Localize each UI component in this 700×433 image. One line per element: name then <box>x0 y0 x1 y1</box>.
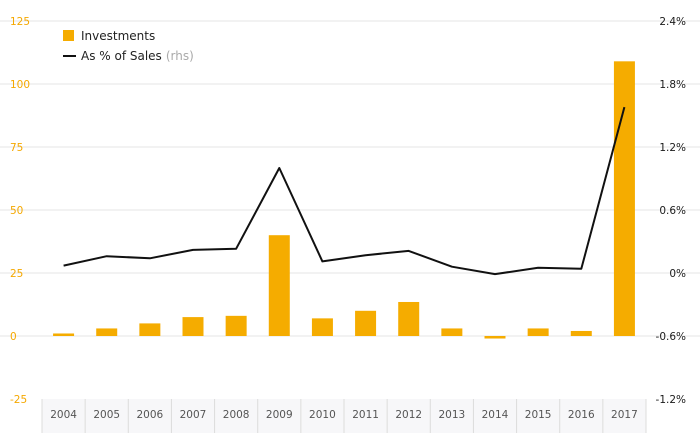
investments-bar <box>441 328 463 336</box>
investments-bar <box>484 336 506 339</box>
legend-ratio-text: As % of Sales <box>81 49 162 63</box>
investments-bar <box>268 235 290 336</box>
left-tick-label: 75 <box>10 142 23 154</box>
investments-bar <box>139 323 161 336</box>
x-tick-label: 2004 <box>50 409 77 421</box>
right-tick-label: 0% <box>669 268 686 280</box>
x-tick-label: 2015 <box>525 409 552 421</box>
left-tick-label: 125 <box>10 16 30 28</box>
x-tick-label: 2010 <box>309 409 336 421</box>
x-tick-label: 2008 <box>223 409 250 421</box>
legend-label-investments: Investments <box>81 29 155 43</box>
right-tick-label: 2.4% <box>659 16 686 28</box>
legend-swatch-investments <box>63 30 74 41</box>
investments-bar <box>182 317 204 336</box>
x-tick-label: 2006 <box>136 409 163 421</box>
x-tick-label: 2007 <box>180 409 207 421</box>
right-tick-label: 0.6% <box>659 205 686 217</box>
right-tick-label: 1.8% <box>659 79 686 91</box>
x-tick-label: 2005 <box>93 409 120 421</box>
investments-bar <box>225 315 247 336</box>
left-tick-label: 0 <box>10 331 17 343</box>
x-tick-label: 2011 <box>352 409 379 421</box>
gridlines <box>0 20 700 337</box>
investments-bar <box>570 330 592 336</box>
x-axis: 2004 2005 2006 2007 2008 2009 2010 2011 2012 2013… <box>41 399 647 433</box>
left-tick-label: 100 <box>10 79 30 91</box>
left-tick-label: 25 <box>10 268 23 280</box>
sales-ratio-polyline <box>63 106 626 276</box>
left-y-axis: -25 0 25 50 75 100 125 <box>10 16 30 406</box>
left-tick-label: 50 <box>10 205 23 217</box>
right-y-axis: -1.2% -0.6% 0% 0.6% 1.2% 1.8% 2.4% <box>656 16 686 406</box>
x-tick-label: 2012 <box>395 409 422 421</box>
x-tick-label: 2014 <box>482 409 509 421</box>
left-tick-label: -25 <box>10 394 27 406</box>
x-tick-label: 2016 <box>568 409 595 421</box>
right-tick-label: 1.2% <box>659 142 686 154</box>
investments-bar <box>398 301 420 336</box>
sales-ratio-line <box>63 106 626 276</box>
x-tick-label: 2009 <box>266 409 293 421</box>
investments-bar <box>96 328 118 336</box>
right-tick-label: -1.2% <box>656 394 686 406</box>
legend: Investments As % of Sales (rhs) <box>63 29 194 63</box>
legend-ratio-suffix: (rhs) <box>166 49 194 63</box>
investments-bars <box>53 61 635 339</box>
x-tick-label: 2017 <box>611 409 638 421</box>
legend-label-ratio: As % of Sales (rhs) <box>81 49 194 63</box>
investments-bar <box>53 333 75 336</box>
x-tick-label: 2013 <box>438 409 465 421</box>
investments-bar <box>527 328 549 336</box>
investments-bar <box>613 61 635 336</box>
right-tick-label: -0.6% <box>656 331 686 343</box>
investments-bar <box>355 310 377 336</box>
investments-bar <box>311 318 333 336</box>
